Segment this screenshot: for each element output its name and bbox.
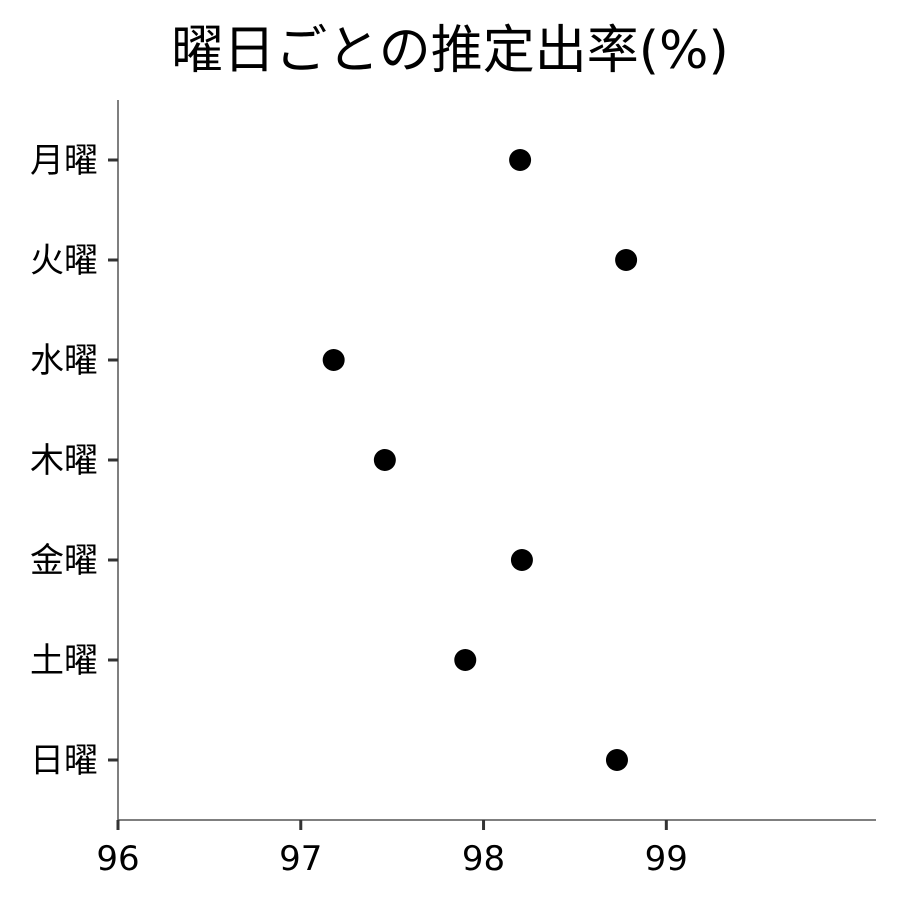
y-tick-label: 日曜 <box>30 741 98 781</box>
x-tick-label: 96 <box>96 839 139 879</box>
y-tick-label: 月曜 <box>30 141 98 181</box>
y-tick-label: 木曜 <box>30 441 98 481</box>
axes <box>117 100 876 821</box>
data-point <box>510 549 533 571</box>
x-tick-label: 99 <box>645 839 688 879</box>
data-point <box>322 349 345 371</box>
data-point <box>373 449 396 471</box>
x-tick-label: 98 <box>462 839 505 879</box>
chart-title: 曜日ごとの推定出率(%) <box>171 21 729 81</box>
data-point <box>615 249 638 271</box>
y-tick-label: 金曜 <box>30 541 98 581</box>
data-point <box>454 649 477 671</box>
y-tick-label: 火曜 <box>30 241 98 281</box>
y-tick-label: 土曜 <box>30 641 98 681</box>
x-tick-label: 97 <box>279 839 322 879</box>
x-ticks: 96 97 98 99 <box>96 820 688 879</box>
data-point <box>509 149 532 171</box>
data-points <box>322 149 638 771</box>
data-point <box>605 749 628 771</box>
y-tick-label: 水曜 <box>30 341 98 381</box>
